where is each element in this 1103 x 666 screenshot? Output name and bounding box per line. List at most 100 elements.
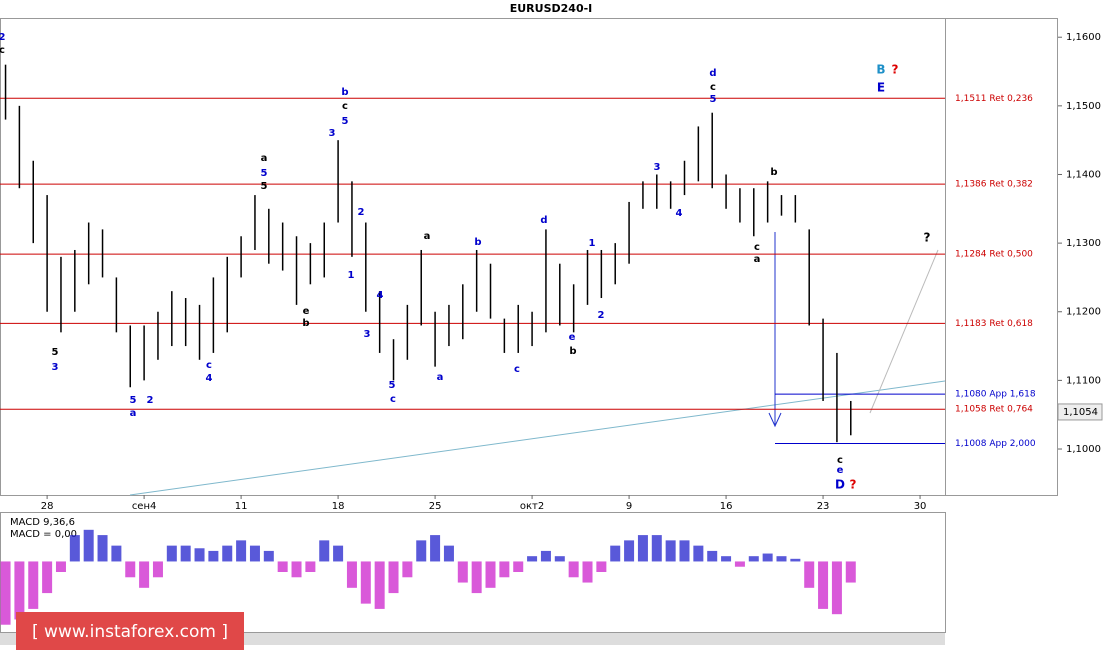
wave-label: 3 [329, 128, 336, 139]
x-tick-label: 9 [626, 501, 632, 512]
macd-bar [55, 561, 66, 572]
wave-label: d [540, 215, 547, 226]
macd-bar [748, 556, 759, 562]
y-tick-label: 1,1600 [1066, 32, 1101, 43]
macd-bar [111, 545, 122, 562]
wave-label: e [837, 465, 844, 476]
wave-label: 1 [348, 270, 355, 281]
plot: 1,1600 1,1500 1,1400 1,1300 1,1200 1,1100 1,10… [0, 32, 1103, 625]
macd-bar [291, 561, 302, 578]
y-tick-label: 1,1300 [1066, 238, 1101, 249]
macd-bar [42, 561, 53, 594]
wave-label: 5 [261, 168, 268, 179]
wave-label: b [474, 237, 481, 248]
wave-label: c [0, 45, 5, 56]
x-tick-label: 30 [914, 501, 927, 512]
wave-label: b [770, 167, 777, 178]
wave-label: 2 [598, 310, 605, 321]
macd-bar [818, 561, 829, 609]
macd-bar [707, 550, 718, 562]
wave-label: e [569, 332, 576, 343]
wave-label: a [261, 153, 268, 164]
macd-bar [831, 561, 842, 615]
macd-bar [693, 545, 704, 562]
x-tick-label: сен4 [132, 501, 157, 512]
macd-bar [236, 540, 247, 562]
wave-label: c [754, 242, 760, 253]
chart-title: EURUSD240-I [510, 2, 593, 15]
wave-label: 5 [130, 395, 137, 406]
wave-label: 5 [342, 116, 349, 127]
macd-bar [0, 561, 11, 625]
macd-bar [527, 556, 538, 562]
macd-bar [734, 561, 745, 567]
macd-bar [457, 561, 468, 583]
macd-bar [679, 540, 690, 562]
wave-label: E [877, 81, 885, 95]
wave-label: B [876, 63, 885, 77]
macd-bar [152, 561, 163, 578]
y-tick-label: 1,1100 [1066, 375, 1101, 386]
arrow-head [768, 412, 782, 428]
macd-bar [69, 535, 80, 562]
level-label: 1,1080 App 1,618 [955, 390, 1036, 400]
macd-bar [14, 561, 25, 620]
wave-label: 3 [364, 329, 371, 340]
level-label: 1,1183 Ret 0,618 [955, 319, 1033, 329]
wave-label: 3 [654, 162, 661, 173]
wave-label: c [514, 364, 520, 375]
macd-bar [28, 561, 39, 609]
wave-label: b [302, 318, 309, 329]
projection-line [869, 249, 939, 414]
wave-label: d [709, 68, 716, 79]
macd-bar [416, 540, 427, 562]
macd-title: MACD 9,36,6 [10, 517, 75, 528]
macd-bar [319, 540, 330, 562]
macd-bar [208, 550, 219, 562]
macd-bar [97, 535, 108, 562]
main-frame [0, 18, 1058, 496]
macd-bar [471, 561, 482, 594]
macd-bar [263, 550, 274, 562]
wave-label: b [341, 87, 348, 98]
wave-label: 4 [377, 290, 384, 301]
wave-label: ? [850, 478, 857, 492]
macd-bar [540, 550, 551, 562]
macd-bar [360, 561, 371, 604]
wave-label: c [206, 360, 212, 371]
current-price-label: 1,1054 [1063, 407, 1098, 418]
wave-label: 1 [589, 238, 596, 249]
wave-label: 5 [52, 347, 59, 358]
wave-label: a [437, 372, 444, 383]
x-tick-label: окт2 [520, 501, 544, 512]
wave-label: c [710, 82, 716, 93]
current-price-box [1057, 403, 1103, 421]
x-tick-label: 11 [235, 501, 248, 512]
macd-bar [333, 545, 344, 562]
wave-label: 2 [358, 207, 365, 218]
wave-label: a [754, 254, 761, 265]
wave-label: e [303, 306, 310, 317]
macd-bar [845, 561, 856, 583]
macd-bar [776, 556, 787, 562]
wave-label: a [130, 408, 137, 419]
macd-bar [596, 561, 607, 572]
y-tick-label: 1,1200 [1066, 307, 1101, 318]
wave-label: 5 [389, 380, 396, 391]
macd-bar [430, 535, 441, 562]
wave-label: c [390, 394, 396, 405]
macd-bar [554, 556, 565, 562]
macd-bar [721, 556, 732, 562]
macd-readout: MACD = 0,00 [10, 529, 77, 540]
x-tick-label: 28 [41, 501, 54, 512]
y-tick-label: 1,1000 [1066, 444, 1101, 455]
x-tick-label: 18 [332, 501, 345, 512]
macd-bar [665, 540, 676, 562]
wave-label: 5 [710, 94, 717, 105]
macd-bar [222, 545, 233, 562]
wave-label: 5 [261, 181, 268, 192]
watermark-box [16, 612, 244, 650]
wave-label: 2 [147, 395, 154, 406]
